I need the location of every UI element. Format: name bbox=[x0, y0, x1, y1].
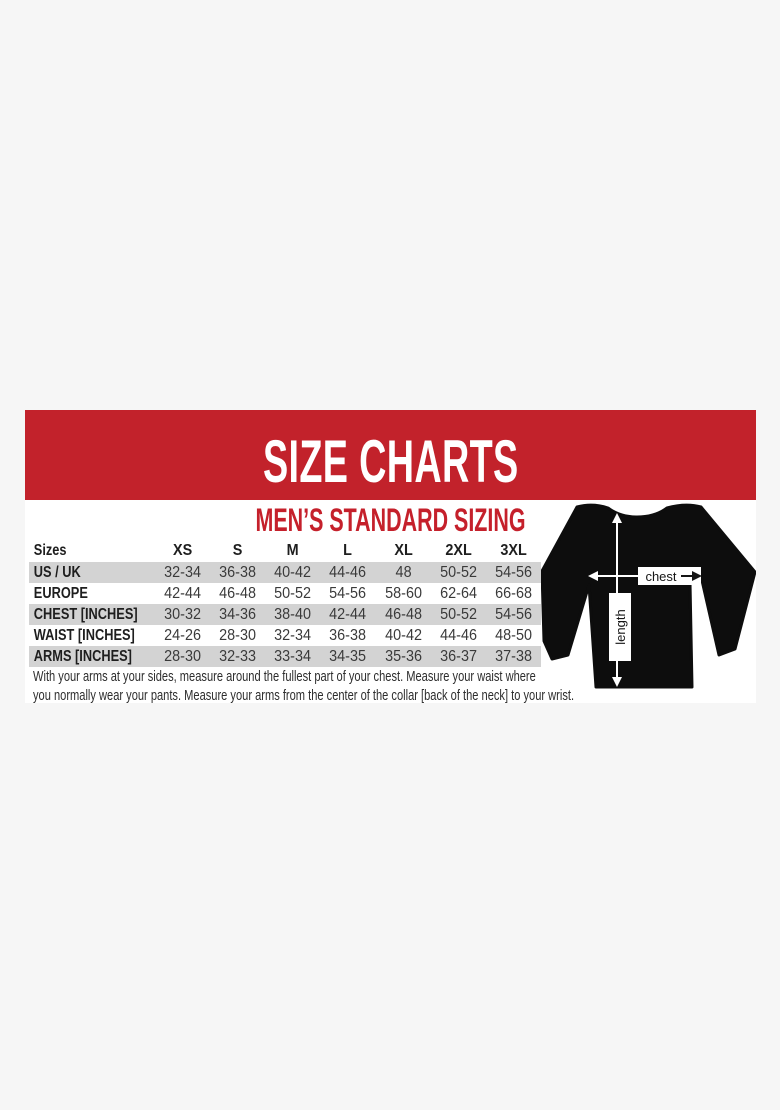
header-s: S bbox=[232, 542, 243, 559]
size-cell: 48 bbox=[395, 563, 412, 581]
size-cell: 32-33 bbox=[219, 647, 257, 665]
size-cell: 42-44 bbox=[164, 584, 201, 602]
size-cell: 54-56 bbox=[494, 563, 532, 581]
length-arrow-top-head bbox=[612, 513, 622, 523]
header-m: M bbox=[286, 542, 299, 559]
length-label: length bbox=[613, 609, 628, 644]
size-cell: 54-56 bbox=[329, 584, 367, 602]
size-cell: 44-46 bbox=[329, 563, 367, 581]
size-charts-banner: SIZE CHARTS bbox=[25, 410, 756, 500]
size-cell: 32-34 bbox=[274, 626, 312, 644]
size-cell: 50-52 bbox=[274, 584, 312, 602]
header-2xl: 2XL bbox=[445, 542, 472, 559]
sizing-panel: MEN’S STANDARD SIZING Sizes XS S M L XL … bbox=[25, 500, 756, 703]
row-label: EUROPE bbox=[33, 584, 88, 602]
size-cell: 36-38 bbox=[219, 563, 257, 581]
banner-title: SIZE CHARTS bbox=[262, 428, 519, 495]
size-chart-block: SIZE CHARTS MEN’S STANDARD SIZING Sizes … bbox=[25, 410, 756, 703]
size-cell: 40-42 bbox=[384, 626, 422, 644]
size-cell: 66-68 bbox=[494, 584, 532, 602]
table-row-europe: EUROPE 42-44 46-48 50-52 54-56 58-60 62-… bbox=[29, 583, 541, 604]
table-row-chest: CHEST [INCHES] 30-32 34-36 38-40 42-44 4… bbox=[29, 604, 541, 625]
size-cell: 36-37 bbox=[439, 647, 477, 665]
size-cell: 58-60 bbox=[384, 584, 422, 602]
table-header-row: Sizes XS S M L XL 2XL 3XL bbox=[29, 540, 541, 562]
table-row-arms: ARMS [INCHES] 28-30 32-33 33-34 34-35 35… bbox=[29, 646, 541, 667]
header-sizes: Sizes bbox=[33, 542, 67, 559]
shirt-measurement-diagram: length chest bbox=[541, 503, 756, 689]
size-table: Sizes XS S M L XL 2XL 3XL US / UK 32-34 … bbox=[29, 540, 541, 667]
header-xs: XS bbox=[172, 542, 193, 559]
row-label: ARMS [INCHES] bbox=[33, 647, 132, 665]
size-cell: 48-50 bbox=[494, 626, 532, 644]
size-cell: 32-34 bbox=[164, 563, 201, 581]
size-cell: 38-40 bbox=[274, 605, 312, 623]
size-cell: 34-36 bbox=[219, 605, 257, 623]
size-cell: 35-36 bbox=[384, 647, 422, 665]
header-3xl: 3XL bbox=[500, 542, 527, 559]
size-cell: 50-52 bbox=[439, 563, 477, 581]
row-label: US / UK bbox=[33, 563, 81, 581]
size-cell: 46-48 bbox=[384, 605, 422, 623]
chest-label: chest bbox=[645, 569, 676, 584]
size-cell: 46-48 bbox=[219, 584, 257, 602]
size-cell: 28-30 bbox=[219, 626, 257, 644]
chest-arrow-right-head bbox=[692, 571, 702, 581]
size-cell: 34-35 bbox=[329, 647, 367, 665]
size-cell: 36-38 bbox=[329, 626, 367, 644]
size-cell: 54-56 bbox=[494, 605, 532, 623]
size-cell: 37-38 bbox=[494, 647, 532, 665]
measuring-note-line2: you normally wear your pants. Measure yo… bbox=[33, 687, 575, 703]
row-label: WAIST [INCHES] bbox=[33, 626, 135, 644]
header-l: L bbox=[343, 542, 353, 559]
table-row-waist: WAIST [INCHES] 24-26 28-30 32-34 36-38 4… bbox=[29, 625, 541, 646]
chest-label-patch bbox=[638, 567, 701, 585]
size-cell: 44-46 bbox=[439, 626, 477, 644]
size-cell: 50-52 bbox=[439, 605, 477, 623]
size-cell: 28-30 bbox=[164, 647, 201, 665]
size-cell: 24-26 bbox=[164, 626, 201, 644]
measuring-note-line1: With your arms at your sides, measure ar… bbox=[33, 668, 536, 685]
section-heading: MEN’S STANDARD SIZING bbox=[255, 502, 526, 538]
size-cell: 42-44 bbox=[329, 605, 367, 623]
chest-arrow-left-head bbox=[588, 571, 598, 581]
size-cell: 40-42 bbox=[274, 563, 312, 581]
shirt-silhouette bbox=[541, 503, 756, 689]
size-cell: 33-34 bbox=[274, 647, 312, 665]
size-cell: 62-64 bbox=[439, 584, 477, 602]
header-xl: XL bbox=[393, 542, 413, 559]
measuring-note: With your arms at your sides, measure ar… bbox=[33, 667, 756, 703]
length-arrow-bottom-head bbox=[612, 677, 622, 687]
row-label: CHEST [INCHES] bbox=[33, 605, 138, 623]
table-row-us-uk: US / UK 32-34 36-38 40-42 44-46 48 50-52… bbox=[29, 562, 541, 583]
size-cell: 30-32 bbox=[164, 605, 201, 623]
length-label-patch bbox=[609, 593, 631, 661]
